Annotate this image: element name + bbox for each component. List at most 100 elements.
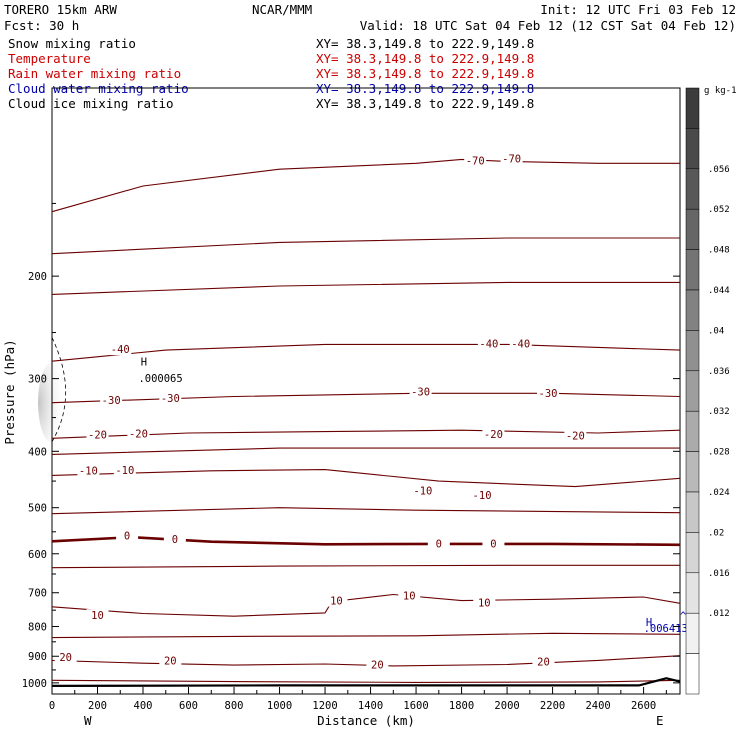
contour-label: -30 <box>539 388 558 400</box>
colorbar-bin <box>685 370 700 412</box>
y-tick-label: 700 <box>28 588 47 600</box>
model-title: TORERO 15km ARW <box>4 2 117 17</box>
contour-label: 10 <box>478 598 491 610</box>
contour-label-bg <box>482 427 505 440</box>
max-annotation: H <box>141 357 147 369</box>
colorbar-bin <box>685 532 700 574</box>
temperature-isotherm <box>51 429 681 439</box>
contour-label-bg <box>127 427 150 440</box>
contour-label-bg <box>500 152 523 165</box>
contour-label: -30 <box>411 387 430 399</box>
max-annotation: ^ <box>680 610 686 622</box>
contour-label-bg <box>464 154 487 167</box>
y-tick-label: 800 <box>28 621 47 633</box>
temperature-isotherm <box>51 237 680 255</box>
colorbar-tick-label: .04 <box>708 326 724 336</box>
contour-label: -40 <box>511 338 530 350</box>
temperature-isotherm <box>51 281 680 295</box>
x-axis: 0 200 400 600 800 1000 1200 1400 1600 1800 2000 220… <box>49 687 667 712</box>
contour-label: -70 <box>502 153 521 165</box>
temperature-isotherm <box>51 564 680 569</box>
temperature-isotherm <box>51 655 681 667</box>
field-xy: XY= 38.3,149.8 to 222.9,149.8 <box>316 51 534 66</box>
colorbar-bin <box>685 128 700 170</box>
max-annotation: H <box>646 617 652 629</box>
contour-label: -70 <box>466 155 485 167</box>
x-tick-label: 1000 <box>267 700 292 712</box>
contour-label-bg <box>471 488 494 501</box>
x-tick-label: 2400 <box>585 700 610 712</box>
forecast-hour: Fcst: 30 h <box>4 18 79 33</box>
contour-label: 20 <box>164 655 177 667</box>
contour-label: -40 <box>479 338 498 350</box>
x-tick-label: 2600 <box>631 700 656 712</box>
contour-label-bg <box>86 609 109 622</box>
contour-label: 10 <box>330 596 343 608</box>
contour-label-bg <box>473 596 496 609</box>
plot-frame <box>51 87 681 695</box>
contour-label: 0 <box>436 538 442 550</box>
field-xy: XY= 38.3,149.8 to 222.9,149.8 <box>316 96 534 111</box>
colorbar-tick-label: .032 <box>708 407 730 417</box>
temperature-isotherm <box>51 392 681 404</box>
y-tick-label: 300 <box>28 374 47 386</box>
contour-label: -40 <box>111 344 130 356</box>
contour-label-bg <box>564 429 587 442</box>
contour-label: 20 <box>537 656 550 668</box>
contour-label-bg <box>366 658 389 671</box>
max-annotation: .006413 <box>644 623 688 635</box>
contour-label: 0 <box>490 538 496 550</box>
colorbar-tick-label: .056 <box>708 165 730 175</box>
contour-label-bg <box>163 532 186 545</box>
contour-label-bg <box>77 464 100 477</box>
contour-label-bg <box>427 537 450 550</box>
contour-label: -10 <box>413 486 432 498</box>
contour-label: 10 <box>91 610 104 622</box>
colorbar-bin <box>685 491 700 533</box>
contour-label-bg <box>398 589 421 602</box>
field-name: Rain water mixing ratio <box>8 66 181 81</box>
valid-time: Valid: 18 UTC Sat 04 Feb 12 (12 CST Sat … <box>360 18 736 33</box>
colorbar-bin <box>685 208 700 250</box>
y-tick-label: 500 <box>28 503 47 515</box>
terrain-line <box>51 677 681 688</box>
field-name: Snow mixing ratio <box>8 36 136 51</box>
x-tick-label: 1600 <box>403 700 428 712</box>
colorbar-bin <box>685 451 700 493</box>
x-tick-label: 2200 <box>540 700 565 712</box>
temperature-isotherm <box>51 632 681 639</box>
colorbar-tick-label: .016 <box>708 569 730 579</box>
contour-label: -20 <box>129 428 148 440</box>
contour-label-bg <box>159 391 182 404</box>
colorbar-bin <box>685 168 700 210</box>
colorbar-tick-label: .048 <box>708 246 730 256</box>
contour-label-bg <box>159 654 182 667</box>
contour-label: -30 <box>161 393 180 405</box>
temperature-isotherm <box>51 679 681 683</box>
y-tick-label: 200 <box>28 271 47 283</box>
contour-label: -10 <box>473 490 492 502</box>
field-name: Temperature <box>8 51 91 66</box>
colorbar-tick-label: .028 <box>708 448 730 458</box>
x-tick-label: 1200 <box>312 700 337 712</box>
y-axis-label: Pressure (hPa) <box>2 339 17 444</box>
colorbar-bin <box>685 572 700 614</box>
contour-label: 20 <box>59 652 72 664</box>
x-tick-label: 200 <box>88 700 107 712</box>
contour-label-bg <box>409 385 432 398</box>
contour-label: -20 <box>484 429 503 441</box>
y-tick-label: 600 <box>28 549 47 561</box>
x-tick-label: 1800 <box>449 700 474 712</box>
contour-label: -20 <box>566 430 585 442</box>
colorbar-tick-label: .044 <box>708 286 730 296</box>
contour-label: 20 <box>371 660 384 672</box>
x-tick-label: 400 <box>134 700 153 712</box>
max-annotation: .000065 <box>138 373 182 385</box>
field-xy: XY= 38.3,149.8 to 222.9,149.8 <box>316 36 534 51</box>
contour-label-bg <box>100 394 123 407</box>
colorbar-tick-label: .024 <box>708 488 730 498</box>
colorbar-tick-label: .052 <box>708 205 730 215</box>
x-tick-label: 0 <box>49 700 55 712</box>
